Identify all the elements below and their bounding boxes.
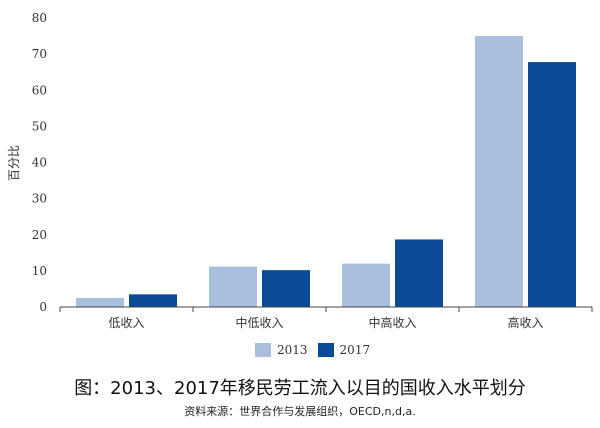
y-axis-label: 百分比 xyxy=(7,145,21,181)
y-tick-label: 10 xyxy=(32,264,47,278)
bar-2017-1 xyxy=(262,270,310,307)
bars xyxy=(76,36,576,308)
x-axis: 低收入 中低收入 中高收入 高收入 xyxy=(59,306,593,330)
bar-2013-3 xyxy=(475,36,523,307)
y-tick-label: 60 xyxy=(32,83,47,97)
y-tick-label: 50 xyxy=(32,119,47,133)
y-tick-label: 0 xyxy=(39,300,47,314)
y-tick-label: 30 xyxy=(32,192,47,206)
bar-2017-2 xyxy=(395,239,443,307)
bar-2013-1 xyxy=(209,266,257,307)
bar-chart: 0 10 20 30 40 50 60 70 80 低收入 中低收入 中高收入 高收入 百分比 xyxy=(7,11,593,330)
x-category-label: 中低收入 xyxy=(235,315,283,330)
legend-label-2013: 2013 xyxy=(277,343,308,357)
bar-2013-0 xyxy=(76,297,124,307)
x-category-label: 低收入 xyxy=(108,316,144,330)
x-category-label: 高收入 xyxy=(507,315,543,330)
legend-label-2017: 2017 xyxy=(339,343,371,357)
y-tick-label: 80 xyxy=(32,11,47,25)
source-note: 资料来源：世界合作与发展组织，OECD,n,d,a. xyxy=(184,405,416,418)
legend-swatch-2013 xyxy=(255,343,271,357)
bar-2013-2 xyxy=(342,263,390,307)
bar-2017-0 xyxy=(129,294,177,307)
legend-swatch-2017 xyxy=(317,343,334,357)
y-tick-label: 40 xyxy=(32,156,47,170)
bar-2017-3 xyxy=(528,62,576,308)
figure-caption: 图：2013、2017年移民劳工流入以目的国收入水平划分 xyxy=(74,378,526,399)
y-axis: 0 10 20 30 40 50 60 70 80 xyxy=(32,11,47,314)
x-category-label: 中高收入 xyxy=(368,315,416,330)
y-tick-label: 20 xyxy=(32,228,47,242)
legend-item-2013: 2013 xyxy=(255,343,308,357)
legend-item-2017: 2017 xyxy=(317,343,371,357)
legend: 2013 2017 xyxy=(255,343,370,357)
y-tick-label: 70 xyxy=(32,47,47,61)
